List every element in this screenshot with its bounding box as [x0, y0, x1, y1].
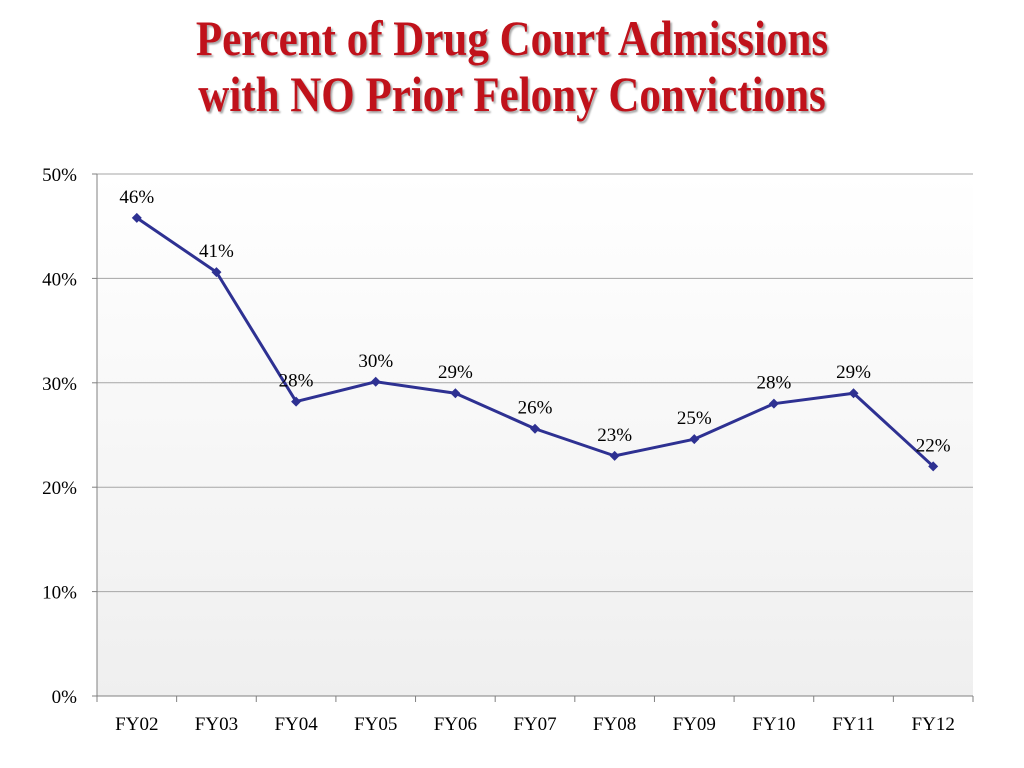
- plot-area: [97, 174, 973, 696]
- y-tick-label: 30%: [42, 374, 77, 395]
- x-tick-label: FY08: [593, 714, 636, 735]
- gridlines: [97, 173, 973, 593]
- x-tick-label: FY05: [354, 714, 397, 735]
- data-point-marker: [450, 388, 461, 399]
- data-point-marker: [530, 423, 540, 434]
- data-labels: 46% 41% 28% 30% 29% 26% 23% 25% 28% 29% 22%: [119, 187, 950, 456]
- y-tick-label: 20%: [42, 478, 77, 499]
- y-tick-label: 10%: [42, 583, 77, 604]
- y-tick-label: 0%: [52, 687, 78, 708]
- data-label: 25%: [677, 408, 712, 429]
- data-label: 30%: [358, 351, 393, 372]
- data-label: 41%: [199, 241, 234, 262]
- x-axis-labels: FY02 FY03 FY04 FY05 FY06 FY07 FY08 FY09 FY10 FY11…: [115, 714, 955, 735]
- data-point-marker: [689, 434, 700, 445]
- title-line-1: Percent of Drug Court Admissions: [195, 10, 829, 66]
- x-tick-label: FY07: [513, 714, 556, 735]
- series-markers: [131, 212, 939, 472]
- data-label: 23%: [597, 425, 632, 446]
- data-point-marker: [848, 388, 859, 399]
- data-label: 46%: [119, 187, 154, 208]
- data-label: 28%: [756, 373, 791, 394]
- data-point-marker: [131, 212, 142, 223]
- data-point-marker: [291, 396, 302, 407]
- data-label: 29%: [438, 362, 473, 383]
- data-label: 29%: [836, 362, 871, 383]
- x-tick-label: FY09: [673, 714, 716, 735]
- x-tick-label: FY10: [752, 714, 795, 735]
- data-label: 26%: [518, 398, 553, 419]
- y-tick-label: 40%: [42, 269, 77, 290]
- x-tick-label: FY02: [115, 714, 158, 735]
- data-point-marker: [928, 461, 939, 472]
- x-tick-label: FY03: [195, 714, 238, 735]
- data-label: 22%: [916, 435, 951, 456]
- y-tick-label: 50%: [42, 165, 77, 186]
- axes: [92, 173, 974, 702]
- x-tick-label: FY11: [832, 714, 875, 735]
- x-tick-label: FY06: [434, 714, 477, 735]
- title-line-2: with NO Prior Felony Convictions: [198, 66, 826, 122]
- x-tick-label: FY04: [274, 714, 318, 735]
- chart-title: Percent of Drug Court Admissions with NO…: [72, 10, 953, 122]
- data-point-marker: [609, 450, 620, 461]
- data-label: 28%: [279, 371, 314, 392]
- data-point-marker: [370, 376, 381, 387]
- y-axis-labels: 0% 10% 20% 30% 40% 50%: [42, 165, 77, 708]
- data-point-marker: [211, 267, 222, 278]
- data-point-marker: [768, 398, 779, 409]
- x-tick-label: FY12: [912, 714, 955, 735]
